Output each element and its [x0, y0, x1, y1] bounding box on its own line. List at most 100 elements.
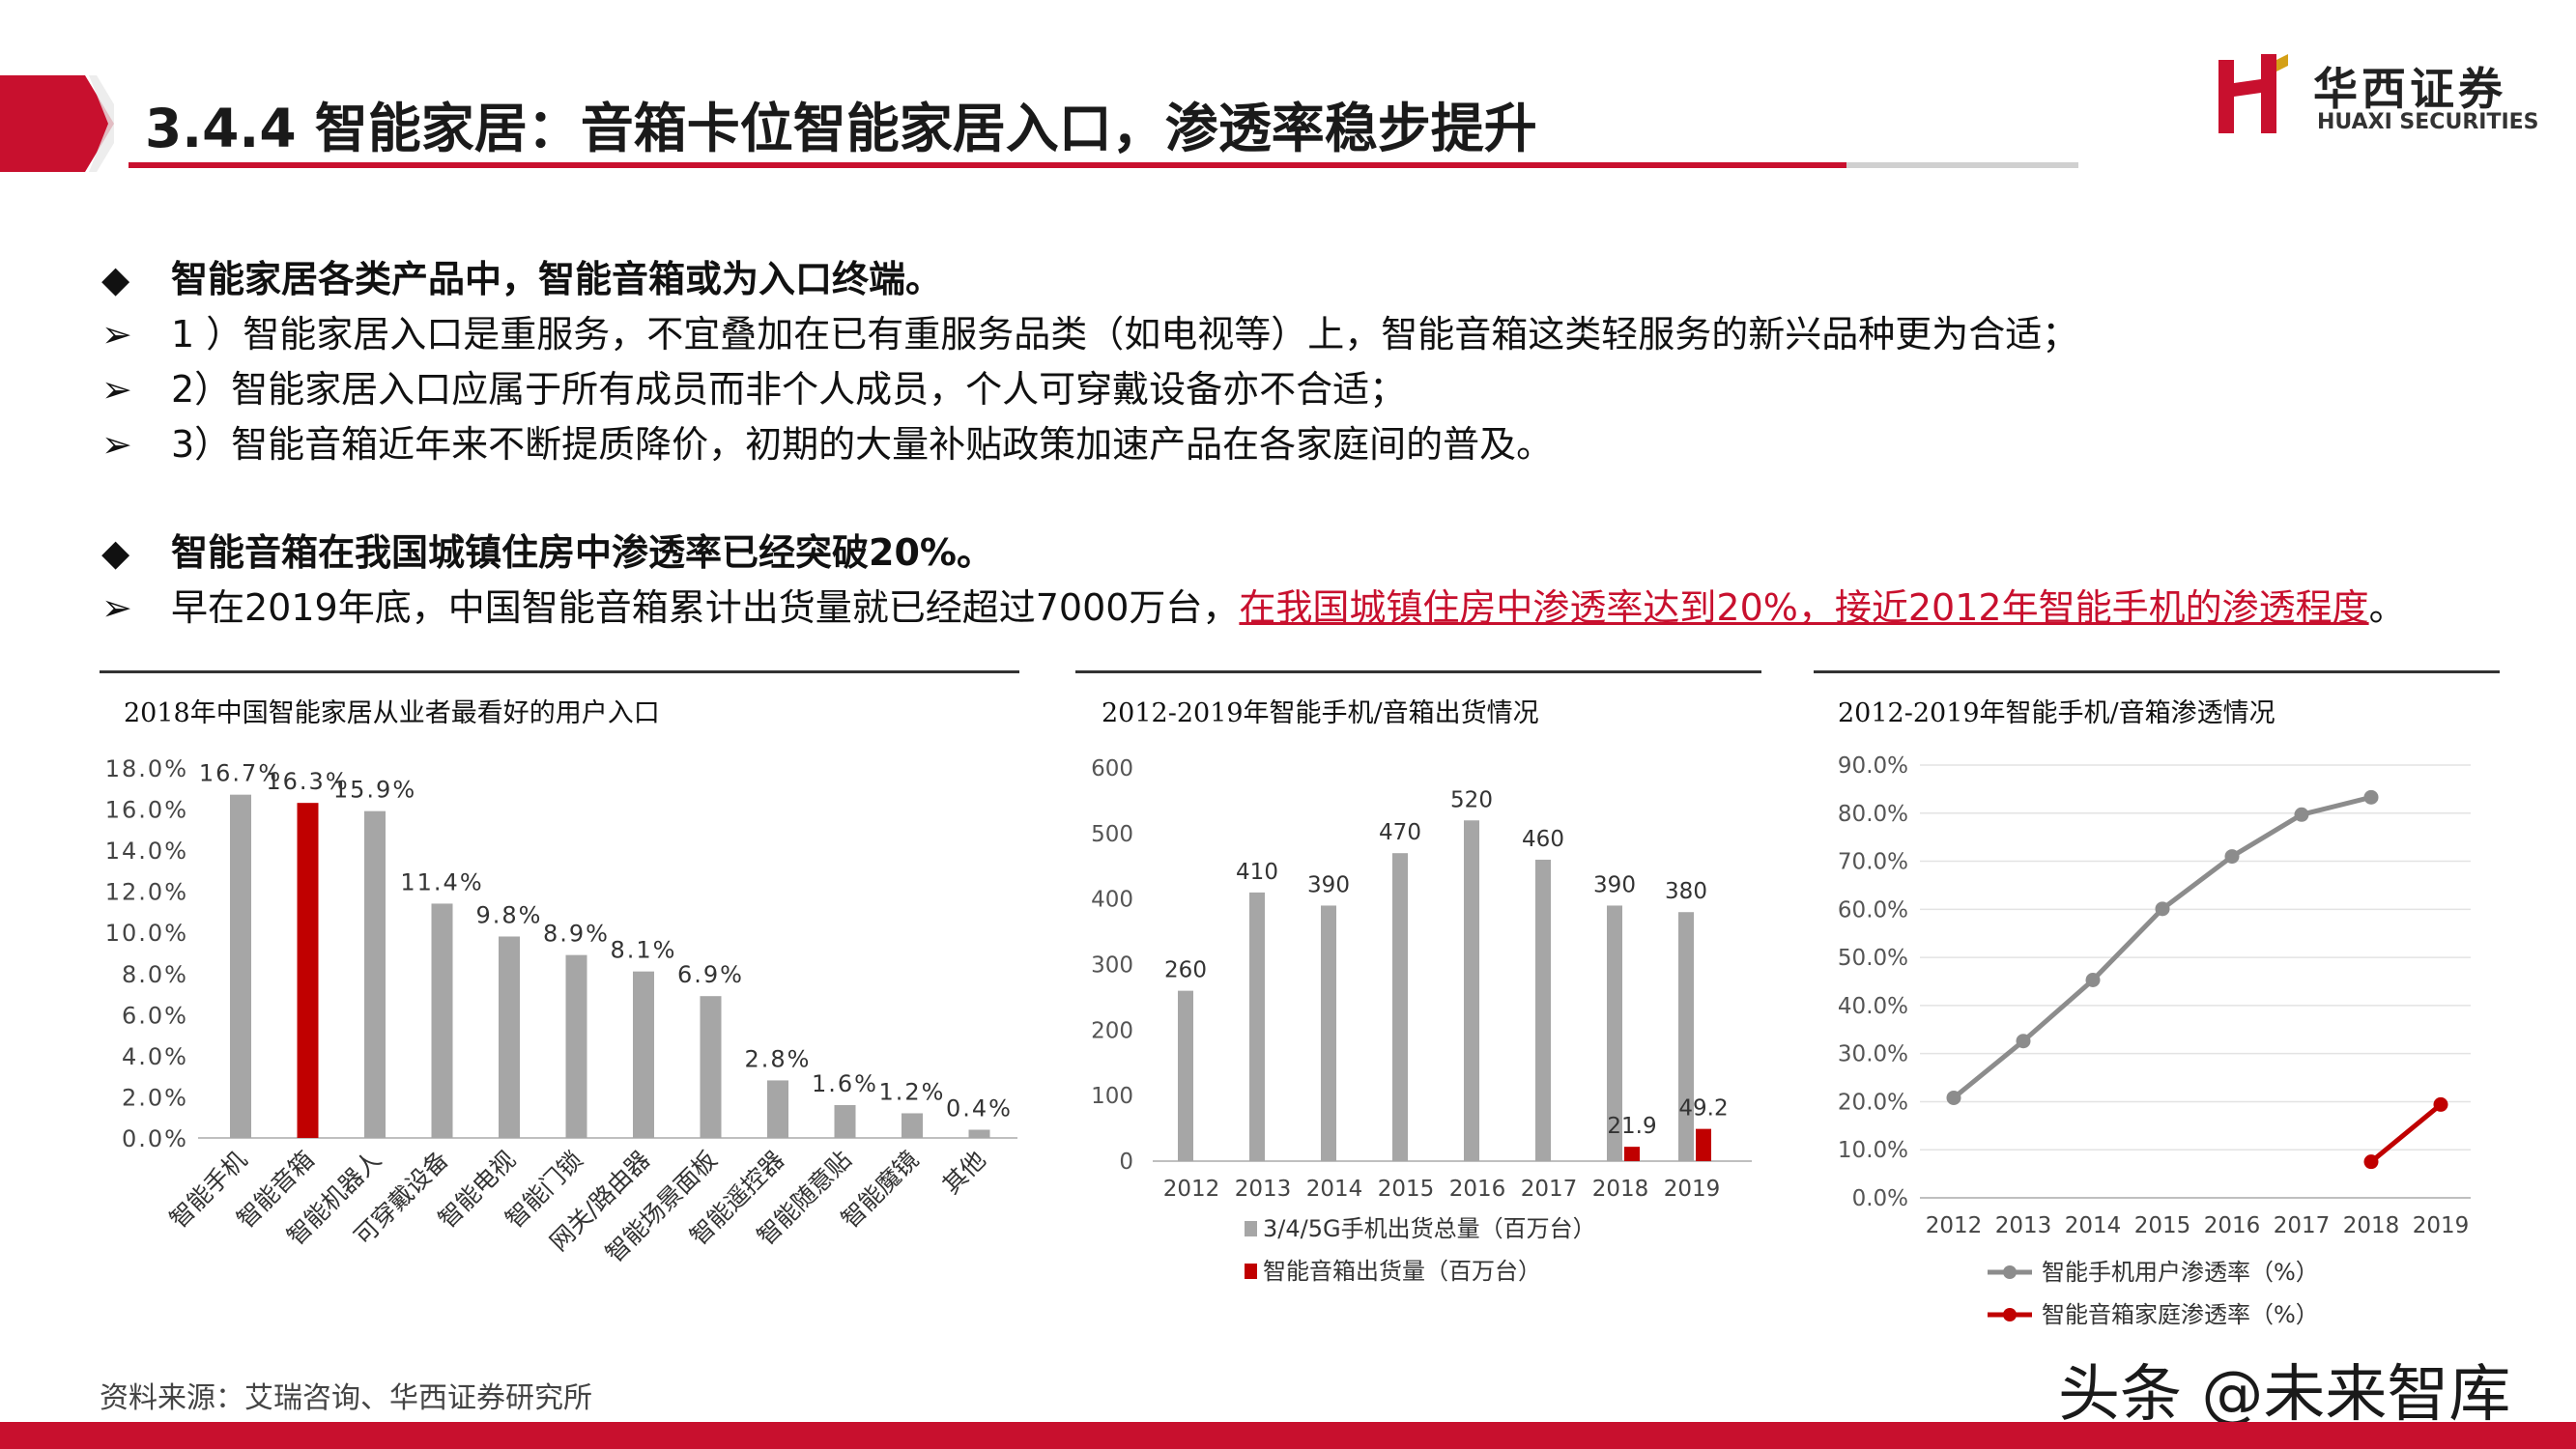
- huaxi-logo-icon: [2218, 54, 2288, 133]
- x-category-label: 其他: [937, 1146, 991, 1200]
- y-tick-label: 16.0%: [105, 797, 188, 824]
- arrow-bullet-icon: ➢: [101, 586, 132, 629]
- bar-value-label: 11.4%: [400, 868, 483, 895]
- x-category-label: 2013: [1235, 1177, 1292, 1202]
- chart3-penetration-line: 0.0% 10.0% 20.0% 30.0% 40.0% 50.0% 60.0% 70.0% 8…: [1838, 753, 2471, 1328]
- bar-value-label: 49.2: [1678, 1096, 1728, 1122]
- title-underline: [129, 162, 1846, 168]
- bar: [499, 936, 520, 1138]
- y-tick-label: 200: [1091, 1018, 1133, 1043]
- y-tick-label: 8.0%: [122, 961, 188, 988]
- data-point: [2363, 1154, 2379, 1170]
- data-point: [2224, 849, 2240, 865]
- bar-speaker: [1624, 1147, 1640, 1161]
- y-tick-label: 400: [1091, 888, 1133, 913]
- series-line: [2369, 1102, 2443, 1164]
- bar: [297, 803, 319, 1138]
- y-tick-label: 10.0%: [105, 920, 188, 947]
- bar: [565, 954, 587, 1138]
- chart2-shipment-bar: 0 100 200 300 400 500 600 260 2012 410 2013 390 2014…: [1091, 756, 1752, 1285]
- bar-value-label: 0.4%: [946, 1094, 1013, 1122]
- title-underline-tail: [1846, 162, 2078, 168]
- y-tick-label: 20.0%: [1838, 1090, 1908, 1115]
- x-category-label: 2014: [1306, 1177, 1363, 1202]
- x-category-label: 2019: [1664, 1177, 1721, 1202]
- section1-heading: ◆ 智能家居各类产品中，智能音箱或为入口终端。: [101, 258, 943, 300]
- bar: [968, 1129, 990, 1138]
- section1-bullet-3: ➢ 3）智能音箱近年来不断提质降价，初期的大量补贴政策加速产品在各家庭间的普及。: [101, 423, 1554, 466]
- x-category-label: 2018: [1592, 1177, 1649, 1202]
- bar-value-label: 16.3%: [266, 768, 349, 795]
- bar-value-label: 6.9%: [677, 961, 744, 988]
- x-category-label: 2014: [2065, 1213, 2122, 1238]
- y-tick-label: 40.0%: [1838, 994, 1908, 1019]
- brand-name-cn: 华西证券: [2313, 63, 2506, 115]
- x-category-label: 2016: [2204, 1213, 2261, 1238]
- section1-bullet-2: ➢ 2）智能家居入口应属于所有成员而非个人成员，个人可穿戴设备亦不合适；: [101, 368, 1407, 411]
- y-tick-label: 0.0%: [1852, 1186, 1908, 1211]
- legend-label: 智能音箱家庭渗透率（%）: [2042, 1301, 2319, 1328]
- bar-value-label: 16.7%: [199, 760, 282, 787]
- y-tick-label: 90.0%: [1838, 753, 1908, 779]
- y-tick-label: 60.0%: [1838, 897, 1908, 923]
- legend-label: 智能音箱出货量（百万台）: [1263, 1258, 1541, 1285]
- y-tick-label: 100: [1091, 1084, 1133, 1109]
- legend-swatch: [1245, 1264, 1257, 1279]
- x-category-label: 2018: [2343, 1213, 2400, 1238]
- y-tick-label: 18.0%: [105, 755, 188, 782]
- y-tick-label: 6.0%: [122, 1002, 188, 1029]
- bar: [230, 794, 251, 1138]
- bar: [902, 1113, 923, 1138]
- arrow-bullet-icon: ➢: [101, 368, 132, 411]
- bar-phone: [1464, 820, 1479, 1161]
- chart1-title: 2018年中国智能家居从业者最看好的用户入口: [124, 698, 660, 728]
- bar: [700, 996, 722, 1138]
- bar-value-label: 1.2%: [879, 1078, 946, 1105]
- bar-value-label: 21.9: [1607, 1114, 1656, 1139]
- highlight-text: 在我国城镇住房中渗透率达到20%，接近2012年智能手机的渗透程度: [1239, 586, 2369, 629]
- data-point: [2294, 807, 2309, 822]
- bar-value-label: 2.8%: [745, 1045, 812, 1072]
- bar-phone: [1249, 892, 1265, 1161]
- bar-phone: [1607, 905, 1622, 1161]
- bar-value-label: 15.9%: [333, 777, 416, 804]
- series-line: [1952, 794, 2372, 1100]
- data-point: [2085, 973, 2101, 988]
- bar-value-label: 520: [1450, 787, 1493, 812]
- bar-phone: [1392, 853, 1408, 1161]
- diamond-bullet-icon: ◆: [101, 258, 130, 300]
- bar: [364, 810, 386, 1138]
- watermark: 头条 @未来智库: [2058, 1359, 2511, 1431]
- bar-speaker: [1696, 1128, 1711, 1161]
- section1-bullet-1: ➢ 1 ）智能家居入口是重服务，不宜叠加在已有重服务品类（如电视等）上，智能音箱这…: [101, 313, 2079, 355]
- y-tick-label: 0.0%: [122, 1125, 188, 1152]
- y-tick-label: 12.0%: [105, 879, 188, 906]
- bar-value-label: 1.6%: [812, 1070, 878, 1097]
- bar-value-label: 390: [1307, 872, 1350, 897]
- chart1-user-entry-bar: 0.0% 2.0% 4.0% 6.0% 8.0% 10.0% 12.0% 14.0% 16.0%…: [105, 755, 1017, 1267]
- y-tick-label: 500: [1091, 822, 1133, 847]
- legend-label: 3/4/5G手机出货总量（百万台）: [1263, 1215, 1596, 1242]
- y-tick-label: 50.0%: [1838, 946, 1908, 971]
- x-category-label: 2017: [1521, 1177, 1578, 1202]
- footer-bar: [0, 1422, 2576, 1449]
- bar-value-label: 8.1%: [611, 937, 677, 964]
- legend-marker: [2003, 1265, 2017, 1279]
- bar: [834, 1104, 856, 1138]
- bar-value-label: 8.9%: [543, 921, 610, 948]
- x-category-label: 2015: [1378, 1177, 1435, 1202]
- source-note: 资料来源：艾瑞咨询、华西证券研究所: [100, 1381, 592, 1415]
- section2-bullet-1: ➢ 早在2019年底，中国智能音箱累计出货量就已经超过7000万台，在我国城镇住房…: [101, 586, 2406, 629]
- bar-value-label: 470: [1379, 820, 1421, 845]
- y-tick-label: 0: [1119, 1150, 1133, 1175]
- brand-name-en: HUAXI SECURITIES: [2317, 110, 2539, 134]
- section2-heading: ◆ 智能音箱在我国城镇住房中渗透率已经突破20%。: [101, 531, 993, 574]
- bar: [633, 971, 654, 1138]
- y-tick-label: 10.0%: [1838, 1138, 1908, 1163]
- x-category-label: 2015: [2134, 1213, 2191, 1238]
- y-tick-label: 300: [1091, 953, 1133, 979]
- bar-value-label: 410: [1236, 860, 1278, 885]
- x-category-label: 2017: [2274, 1213, 2331, 1238]
- y-tick-label: 2.0%: [122, 1084, 188, 1111]
- data-point: [1946, 1090, 1961, 1105]
